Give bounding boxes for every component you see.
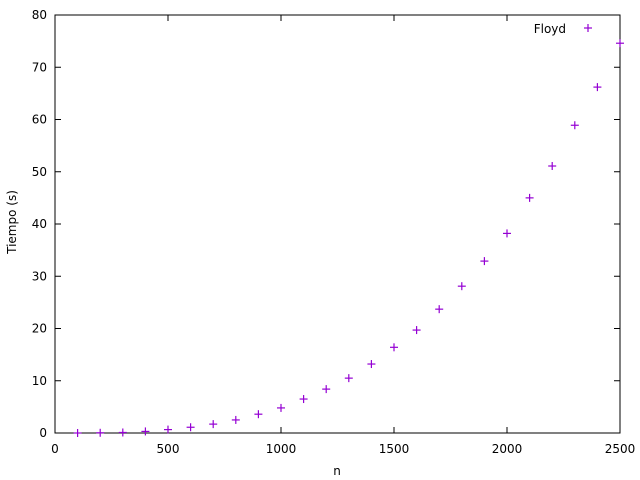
y-axis: 0 10 20 30 40 50 60 70 80 <box>32 8 620 440</box>
data-point <box>367 360 376 369</box>
x-tick-label: 500 <box>157 442 180 456</box>
x-axis-label: n <box>333 464 341 478</box>
data-point <box>96 428 105 437</box>
x-axis: 0 500 1000 1500 2000 2500 <box>51 15 635 456</box>
data-point <box>254 410 263 419</box>
data-point <box>457 282 466 291</box>
data-point <box>503 229 511 238</box>
data-point <box>412 326 421 335</box>
legend-plus-marker <box>584 24 592 32</box>
data-point <box>164 425 172 434</box>
series-floyd <box>73 39 624 437</box>
data-point <box>186 423 195 432</box>
legend: Floyd <box>534 22 592 36</box>
y-tick-label: 40 <box>32 217 47 231</box>
y-tick-label: 30 <box>32 269 47 283</box>
plot-frame <box>54 14 621 434</box>
x-tick-label: 1500 <box>379 442 410 456</box>
x-tick-label: 2000 <box>492 442 523 456</box>
data-point <box>299 395 308 404</box>
data-point <box>548 162 557 171</box>
data-point <box>141 427 150 436</box>
data-point <box>480 257 489 266</box>
data-point <box>344 374 353 383</box>
y-tick-label: 50 <box>32 165 47 179</box>
y-tick-label: 20 <box>32 322 47 336</box>
data-point <box>209 420 218 429</box>
y-tick-label: 70 <box>32 60 47 74</box>
y-axis-label: Tiempo (s) <box>5 190 19 255</box>
data-point <box>118 428 127 437</box>
data-point <box>570 121 579 130</box>
data-point <box>231 415 240 424</box>
y-tick-label: 80 <box>32 8 47 22</box>
legend-marker-floyd <box>584 24 592 32</box>
x-tick-label: 1000 <box>266 442 297 456</box>
x-tick-label: 0 <box>51 442 59 456</box>
data-point <box>593 83 602 92</box>
data-point <box>616 39 624 48</box>
x-tick-label: 2500 <box>605 442 636 456</box>
data-point <box>390 343 398 352</box>
data-point <box>322 385 331 394</box>
data-point <box>277 403 285 412</box>
legend-label-floyd: Floyd <box>534 22 566 36</box>
y-tick-label: 0 <box>39 426 47 440</box>
y-tick-label: 60 <box>32 113 47 127</box>
data-point <box>435 305 444 314</box>
data-point <box>73 429 82 437</box>
data-point <box>525 193 534 202</box>
y-tick-label: 10 <box>32 374 47 388</box>
